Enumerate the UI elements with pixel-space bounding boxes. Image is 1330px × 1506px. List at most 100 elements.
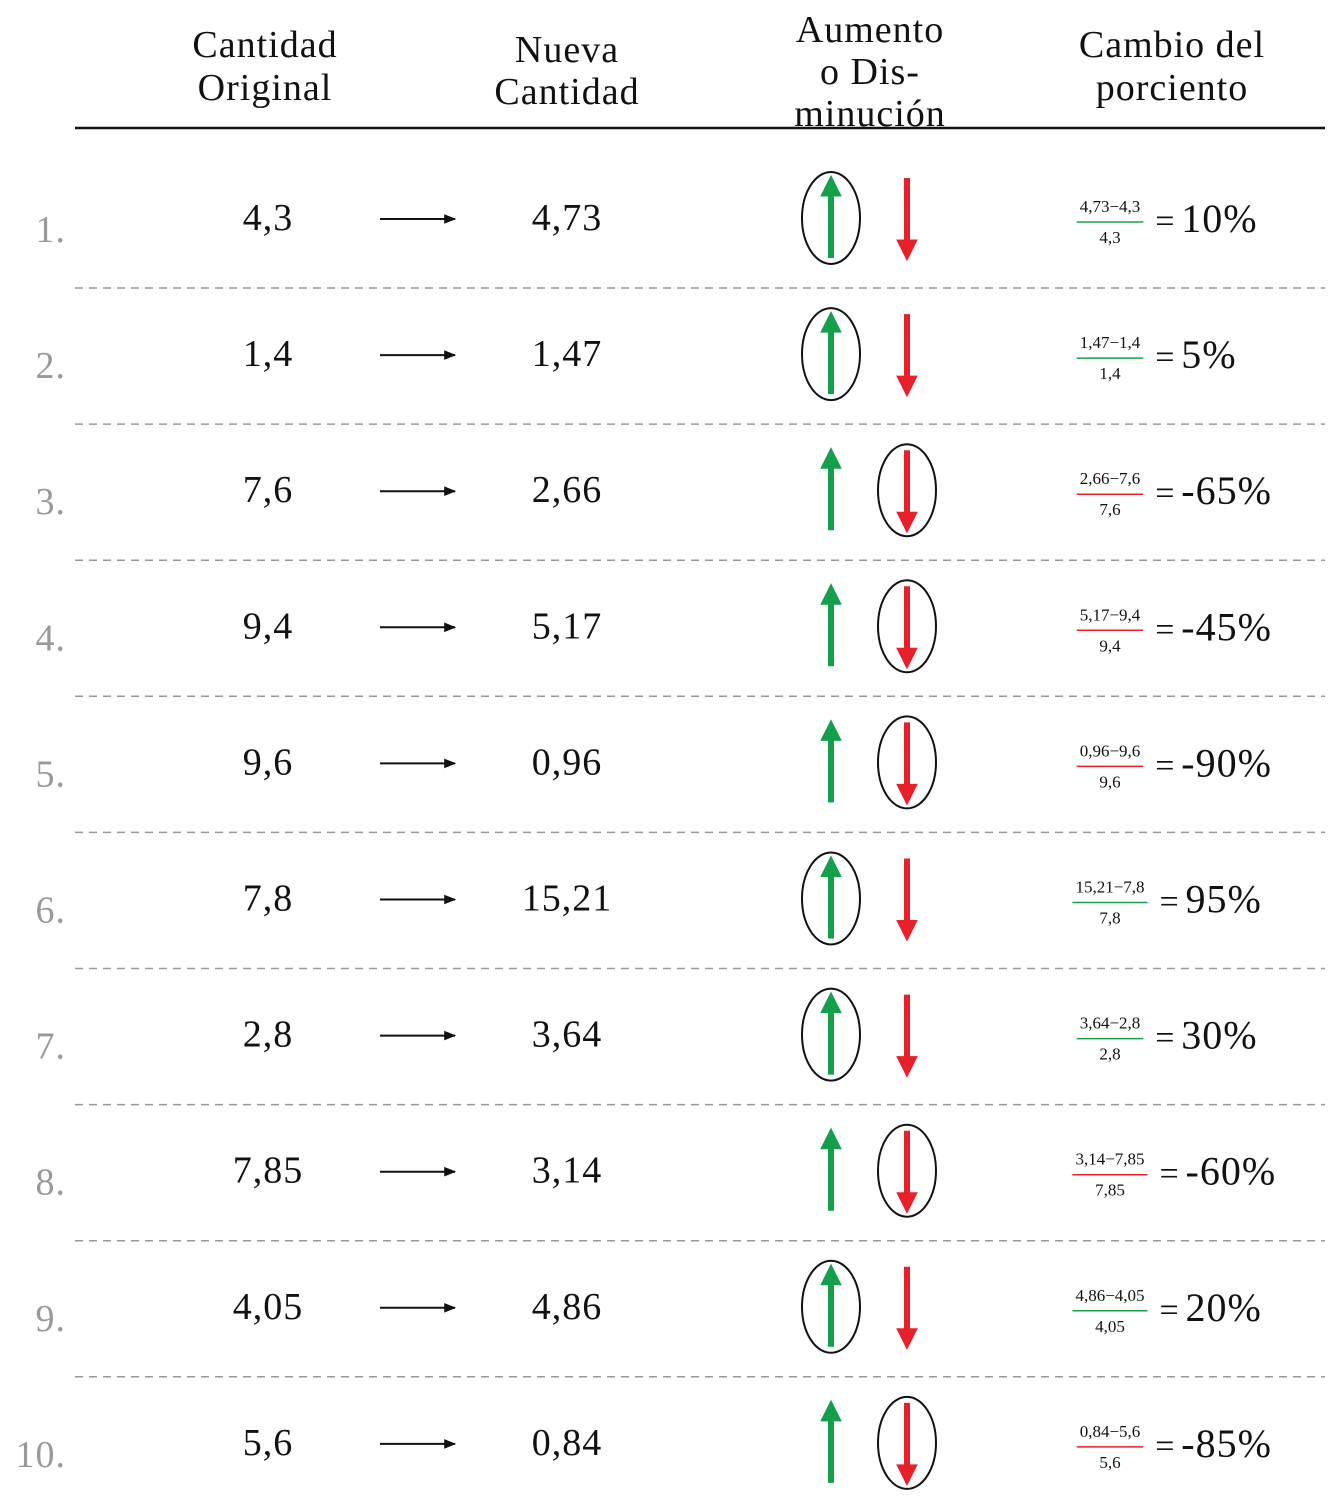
fraction: 1,47−1,4 1,4 = 5% [1076, 332, 1236, 383]
percent-change: -65% [1181, 468, 1272, 513]
fraction: 3,64−2,8 2,8 = 30% [1076, 1013, 1257, 1064]
up-arrow-head [820, 719, 842, 741]
denominator: 5,6 [1099, 1453, 1120, 1472]
percent-change: 5% [1181, 332, 1236, 377]
fraction: 2,66−7,6 7,6 = -65% [1076, 468, 1272, 519]
circle-marker [877, 1123, 937, 1218]
original-amount: 7,8 [243, 878, 294, 920]
column-header: o Dis- [820, 51, 920, 93]
row-number: 8. [36, 1162, 67, 1204]
new-amount: 0,84 [532, 1422, 603, 1464]
row-number: 10. [16, 1434, 67, 1476]
column-header: Nueva [515, 29, 619, 71]
original-amount: 5,6 [243, 1422, 294, 1464]
circle-marker [801, 171, 861, 265]
original-amount: 4,3 [243, 197, 294, 239]
down-arrow-head [896, 1056, 918, 1078]
numerator: 0,84−5,6 [1080, 1422, 1141, 1441]
denominator: 1,4 [1099, 364, 1121, 383]
down-arrow-head [896, 1464, 918, 1487]
original-amount: 2,8 [243, 1014, 294, 1056]
equals: = [1155, 747, 1175, 784]
column-header: Cantidad [494, 71, 639, 113]
down-arrow-head [896, 239, 918, 262]
equals: = [1159, 1156, 1179, 1193]
denominator: 4,3 [1099, 228, 1120, 247]
row-number: 3. [36, 481, 67, 523]
original-amount: 4,05 [233, 1286, 304, 1328]
original-amount: 9,6 [243, 741, 294, 783]
denominator: 4,05 [1095, 1317, 1125, 1336]
fraction: 0,96−9,6 9,6 = -90% [1076, 740, 1272, 791]
row-number: 1. [36, 209, 67, 251]
circle-marker [801, 1259, 861, 1354]
circle-marker [801, 987, 861, 1082]
new-amount: 1,47 [532, 333, 603, 375]
equals: = [1155, 1428, 1175, 1465]
percent-change: 20% [1186, 1285, 1262, 1330]
numerator: 0,96−9,6 [1080, 741, 1141, 760]
percent-change: 10% [1181, 196, 1257, 241]
numerator: 4,86−4,05 [1075, 1286, 1144, 1305]
equals: = [1155, 339, 1175, 376]
column-header: Aumento [796, 9, 944, 51]
original-amount: 7,85 [233, 1150, 304, 1192]
denominator: 9,4 [1099, 636, 1121, 655]
percent-change: -45% [1181, 604, 1272, 649]
percent-change: 30% [1181, 1013, 1257, 1058]
new-amount: 4,86 [532, 1286, 603, 1328]
row-number: 2. [36, 345, 67, 387]
down-arrow-head [896, 783, 918, 806]
denominator: 2,8 [1099, 1045, 1120, 1064]
circle-marker [877, 715, 937, 810]
column-header: porciento [1096, 67, 1249, 109]
down-arrow-head [896, 375, 918, 398]
up-arrow-head [820, 447, 842, 469]
circle-marker [877, 579, 937, 674]
numerator: 2,66−7,6 [1080, 469, 1141, 488]
new-amount: 5,17 [532, 605, 603, 647]
equals: = [1155, 611, 1175, 648]
numerator: 4,73−4,3 [1080, 197, 1141, 216]
equals: = [1155, 203, 1175, 240]
down-arrow-head [896, 1328, 918, 1350]
column-header: minución [794, 93, 946, 135]
fraction: 4,86−4,05 4,05 = 20% [1072, 1285, 1261, 1336]
up-arrow-head [820, 583, 842, 605]
down-arrow-head [896, 1192, 918, 1214]
new-amount: 2,66 [532, 469, 603, 511]
new-amount: 4,73 [532, 197, 603, 239]
equals: = [1159, 884, 1179, 921]
circle-marker [801, 307, 861, 402]
down-arrow-head [896, 647, 918, 670]
row-number: 7. [36, 1026, 67, 1068]
fraction: 4,73−4,3 4,3 = 10% [1076, 196, 1257, 247]
new-amount: 0,96 [532, 741, 603, 783]
equals: = [1155, 475, 1175, 512]
column-header: Original [198, 67, 333, 109]
up-arrow-head [820, 855, 842, 877]
percent-change: -90% [1181, 740, 1272, 785]
circle-marker [877, 443, 937, 538]
up-arrow-head [820, 1127, 842, 1150]
percent-change: -85% [1181, 1421, 1272, 1466]
numerator: 1,47−1,4 [1080, 333, 1141, 352]
new-amount: 3,14 [532, 1150, 603, 1192]
percent-change: -60% [1186, 1149, 1277, 1194]
fraction: 15,21−7,8 7,8 = 95% [1072, 877, 1261, 928]
original-amount: 7,6 [243, 469, 294, 511]
down-arrow-head [896, 511, 918, 534]
denominator: 7,6 [1099, 500, 1120, 519]
denominator: 9,6 [1099, 772, 1120, 791]
circle-marker [877, 1395, 937, 1490]
column-header: Cantidad [192, 24, 337, 66]
new-amount: 15,21 [522, 878, 613, 920]
up-arrow-head [820, 174, 842, 197]
numerator: 3,64−2,8 [1080, 1014, 1141, 1033]
original-amount: 9,4 [243, 605, 294, 647]
equals: = [1159, 1292, 1179, 1329]
circle-marker [801, 851, 861, 946]
numerator: 3,14−7,85 [1075, 1150, 1144, 1169]
fraction: 5,17−9,4 9,4 = -45% [1076, 604, 1272, 655]
